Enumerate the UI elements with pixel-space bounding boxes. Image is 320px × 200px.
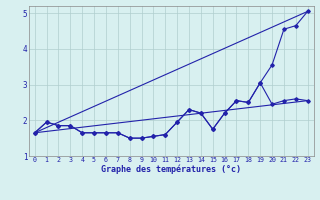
X-axis label: Graphe des températures (°c): Graphe des températures (°c) — [101, 165, 241, 174]
